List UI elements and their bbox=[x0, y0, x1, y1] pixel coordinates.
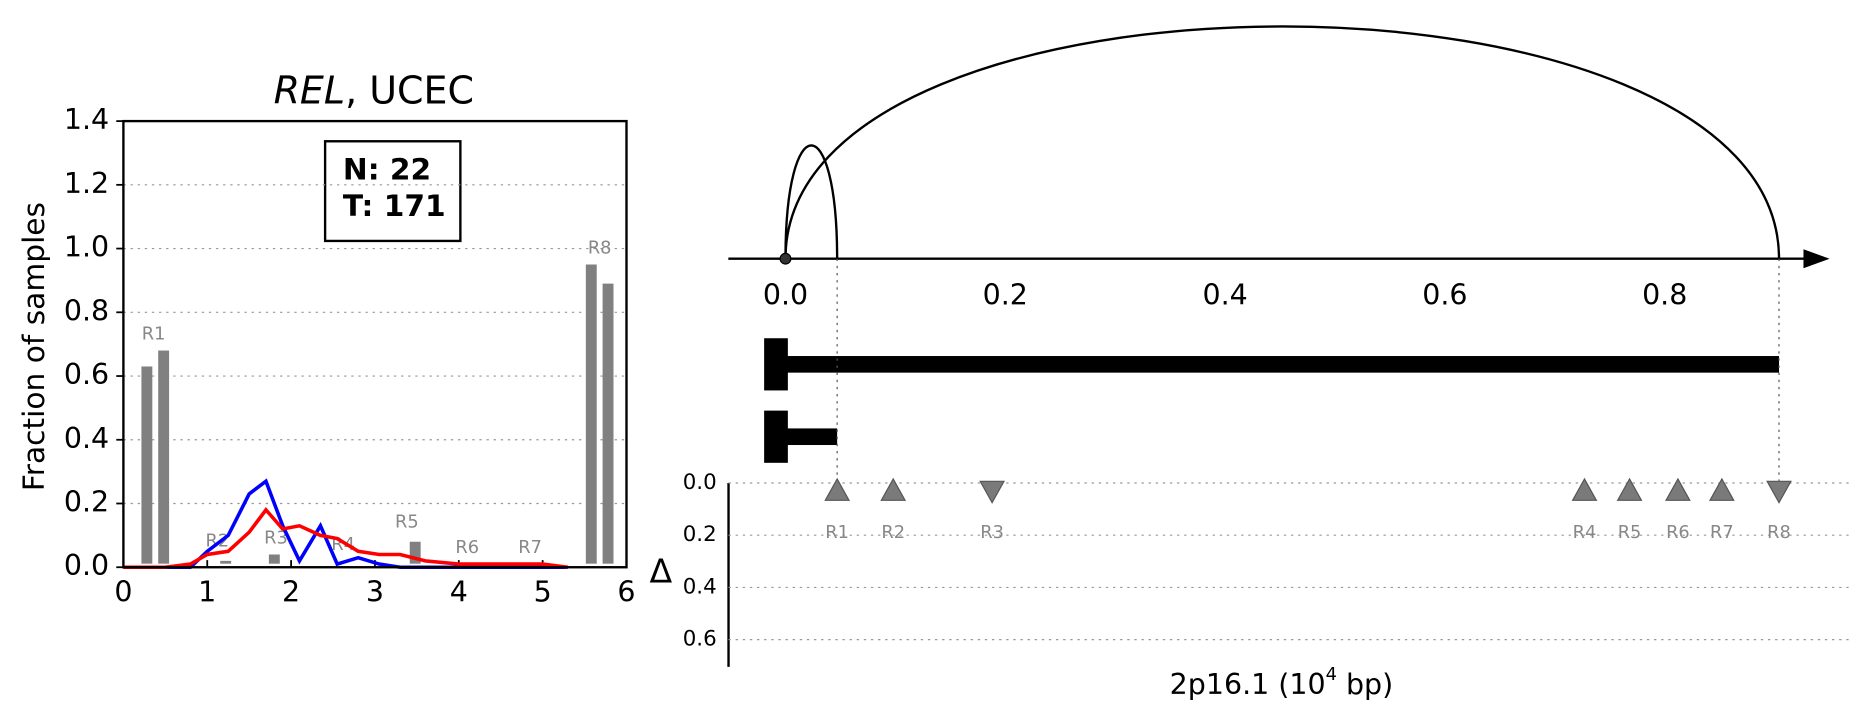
x-tick-label: 0 bbox=[114, 575, 132, 608]
x-tick-label: 5 bbox=[534, 575, 552, 608]
region-marker bbox=[1665, 477, 1691, 501]
region-marker bbox=[1571, 477, 1598, 501]
region-label: R2 bbox=[881, 522, 905, 543]
delta-tick-label: 0.2 bbox=[683, 522, 717, 547]
xlabel-part: bp) bbox=[1337, 668, 1393, 701]
x-tick-label: 3 bbox=[366, 575, 384, 608]
x-tick-label: 1 bbox=[198, 575, 216, 608]
x-tick-label: 6 bbox=[617, 575, 635, 608]
bar bbox=[602, 283, 614, 564]
annotation: T: 171 bbox=[343, 188, 446, 223]
x-tick-label: 0.0 bbox=[763, 279, 808, 312]
x-tick-label: 0.8 bbox=[1642, 279, 1687, 312]
bar bbox=[220, 560, 232, 564]
delta-label: Δ bbox=[650, 552, 673, 591]
region-marker bbox=[880, 477, 907, 501]
region-label: R1 bbox=[825, 522, 849, 543]
delta-tick-label: 0.4 bbox=[683, 574, 717, 599]
bar bbox=[141, 366, 153, 564]
region-label: R3 bbox=[980, 522, 1004, 543]
x-axis-arrow bbox=[1803, 249, 1830, 269]
region-label: R3 bbox=[264, 528, 288, 549]
bar bbox=[158, 350, 170, 564]
region-marker bbox=[979, 480, 1005, 504]
y-tick-label: 0.0 bbox=[64, 549, 109, 582]
x-axis-label: 2p16.1 (104 bp) bbox=[1170, 664, 1394, 701]
origin-dot bbox=[779, 252, 792, 265]
region-marker bbox=[1616, 477, 1643, 501]
y-tick-label: 0.2 bbox=[64, 486, 109, 519]
annotation-box bbox=[323, 140, 462, 243]
region-label: R6 bbox=[455, 537, 479, 558]
transcript bbox=[785, 428, 838, 446]
x-tick-label: 0.6 bbox=[1422, 279, 1467, 312]
region-marker bbox=[1708, 477, 1735, 501]
region-label: R5 bbox=[1618, 522, 1642, 543]
arc bbox=[784, 144, 839, 259]
region-label: R8 bbox=[1767, 522, 1791, 543]
delta-tick-label: 0.0 bbox=[683, 470, 717, 495]
bar bbox=[585, 264, 597, 564]
bar bbox=[268, 554, 280, 564]
region-marker bbox=[824, 477, 851, 501]
y-axis-label: Fraction of samples bbox=[16, 202, 51, 491]
region-label: R8 bbox=[588, 238, 612, 259]
y-tick-label: 1.0 bbox=[64, 231, 109, 264]
x-tick-label: 2 bbox=[282, 575, 300, 608]
transcript-start bbox=[764, 410, 788, 463]
line-series bbox=[123, 507, 569, 570]
x-tick-label: 4 bbox=[450, 575, 468, 608]
y-tick-label: 0.8 bbox=[64, 294, 109, 327]
plot-frame bbox=[122, 119, 628, 569]
y-tick-label: 1.2 bbox=[64, 167, 109, 200]
xlabel-part: 2p16.1 (10 bbox=[1170, 668, 1326, 701]
region-label: R1 bbox=[142, 324, 166, 345]
region-label: R6 bbox=[1666, 522, 1690, 543]
y-tick-label: 0.4 bbox=[64, 422, 109, 455]
xlabel-sup: 4 bbox=[1326, 664, 1337, 685]
delta-tick-label: 0.6 bbox=[683, 627, 717, 652]
y-tick-label: 0.6 bbox=[64, 358, 109, 391]
title-rest: , UCEC bbox=[345, 68, 474, 112]
title-gene: REL bbox=[274, 68, 346, 112]
region-label: R7 bbox=[1710, 522, 1734, 543]
arc bbox=[784, 25, 1781, 259]
bar bbox=[409, 541, 421, 564]
annotation: N: 22 bbox=[343, 151, 431, 186]
chart-title: REL, UCEC bbox=[274, 68, 474, 112]
region-label: R7 bbox=[518, 537, 542, 558]
transcript-start bbox=[764, 338, 788, 391]
y-tick-label: 1.4 bbox=[64, 103, 109, 136]
region-label: R4 bbox=[1573, 522, 1597, 543]
region-marker bbox=[1766, 480, 1792, 504]
x-tick-label: 0.2 bbox=[983, 279, 1028, 312]
x-tick-label: 0.4 bbox=[1202, 279, 1247, 312]
transcript bbox=[785, 356, 1780, 373]
region-label: R5 bbox=[395, 512, 419, 533]
